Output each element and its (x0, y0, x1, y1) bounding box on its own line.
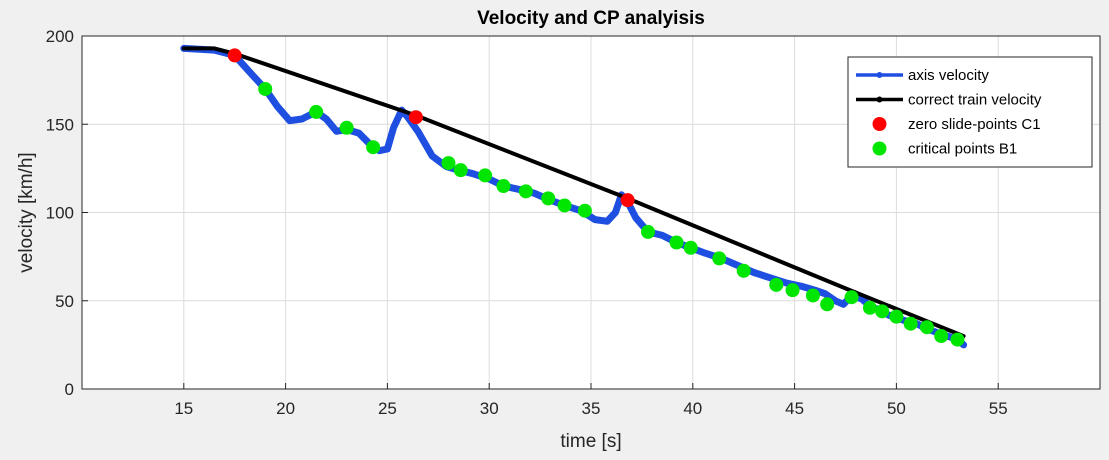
x-tick-label: 55 (989, 399, 1008, 418)
critical-point (366, 140, 381, 155)
critical-point (683, 240, 698, 255)
critical-point (934, 329, 949, 344)
critical-point (785, 283, 800, 298)
critical-point (712, 251, 727, 266)
critical-point (950, 332, 965, 347)
critical-point (339, 120, 354, 135)
legend: axis velocity correct train velocity zero … (847, 56, 1093, 168)
legend-marker-swatch (872, 117, 887, 131)
y-tick-label: 100 (46, 204, 74, 223)
x-axis-title: time [s] (560, 431, 621, 452)
x-tick-label: 35 (582, 399, 601, 418)
ticks: 15 20 25 30 35 40 45 50 55 0 50 100 150 200 (46, 27, 1008, 418)
critical-point (875, 304, 890, 319)
critical-point (669, 235, 684, 250)
zero-slide-point (408, 110, 423, 125)
y-tick-label: 150 (46, 115, 74, 134)
legend-marker-swatch (872, 141, 887, 156)
zero-slide-point (620, 193, 635, 208)
critical-point (453, 163, 468, 178)
critical-point (557, 198, 572, 213)
critical-point (309, 104, 324, 119)
y-tick-label: 50 (55, 292, 74, 311)
series-layer (180, 44, 968, 349)
critical-point (496, 179, 511, 194)
x-tick-label: 30 (480, 399, 499, 418)
critical-point (258, 81, 273, 96)
x-tick-label: 15 (174, 399, 193, 418)
x-tick-label: 40 (683, 399, 702, 418)
critical-point (577, 203, 592, 218)
y-axis-title: velocity [km/h] (16, 152, 37, 272)
critical-point (736, 263, 751, 278)
legend-entry-label: correct train velocity (908, 92, 1042, 109)
x-tick-label: 50 (887, 399, 906, 418)
y-tick-label: 200 (46, 27, 74, 46)
chart-title: Velocity and CP analyisis (477, 8, 705, 29)
critical-point (805, 288, 820, 303)
critical-point (844, 290, 859, 305)
x-tick-label: 20 (276, 399, 295, 418)
critical-point (441, 156, 456, 171)
x-tick-label: 25 (378, 399, 397, 418)
y-tick-label: 0 (65, 380, 74, 399)
critical-point (641, 224, 656, 239)
legend-line-marker (876, 96, 883, 103)
critical-point (541, 191, 556, 206)
critical-point (862, 300, 877, 315)
critical-point (889, 309, 904, 324)
legend-entry-label: axis velocity (908, 67, 989, 84)
legend-entry-label: zero slide-points C1 (908, 116, 1041, 133)
legend-line-marker (876, 72, 883, 78)
critical-point (769, 277, 784, 292)
critical-point (518, 184, 533, 199)
legend-entry-label: critical points B1 (908, 141, 1017, 158)
critical-point (820, 297, 835, 312)
critical-point (478, 168, 493, 183)
x-tick-label: 45 (785, 399, 804, 418)
critical-point (903, 316, 918, 331)
critical-point (919, 320, 934, 335)
zero-slide-point (227, 48, 242, 63)
